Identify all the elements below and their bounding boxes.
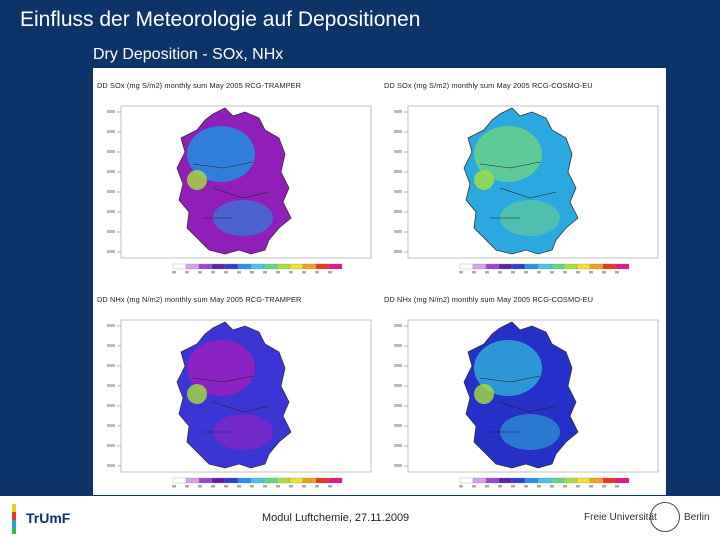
footer-bar: TrUmF Modul Luftchemie, 27.11.2009 Freie… (0, 496, 720, 540)
map-panel-title: DD NHx (mg N/m2) monthly sum May 2005 RC… (97, 295, 302, 304)
trumf-logo-text: TrUmF (26, 510, 71, 526)
map-panel-title: DD NHx (mg N/m2) monthly sum May 2005 RC… (384, 295, 594, 304)
slide-subtitle: Dry Deposition - SOx, NHx (93, 46, 284, 63)
map-panel-sox-cosmo: DD SOx (mg S/m2) monthly sum May 2005 RC… (380, 68, 666, 281)
footer-caption: Modul Luftchemie, 27.11.2009 (262, 512, 410, 524)
fu-logo-city: Berlin (684, 512, 710, 523)
slide-title: Einfluss der Meteorologie auf Deposition… (20, 8, 421, 31)
deposition-map-image (107, 319, 372, 488)
deposition-map-image (394, 319, 659, 488)
map-panel-nhx-cosmo: DD NHx (mg N/m2) monthly sum May 2005 RC… (380, 282, 666, 495)
fu-logo-text: Freie Universität (584, 512, 657, 523)
deposition-map-image (107, 105, 372, 274)
map-figure: DD SOx (mg S/m2) monthly sum May 2005 RC… (93, 68, 666, 495)
trumf-logo: TrUmF (6, 500, 71, 536)
fu-berlin-logo: Freie Universität Berlin (580, 502, 715, 534)
fu-seal-icon (650, 502, 680, 532)
map-panel-nhx-tramper: DD NHx (mg N/m2) monthly sum May 2005 RC… (93, 282, 379, 495)
deposition-map-image (394, 105, 659, 274)
map-panel-title: DD SOx (mg S/m2) monthly sum May 2005 RC… (97, 81, 302, 90)
map-panel-title: DD SOx (mg S/m2) monthly sum May 2005 RC… (384, 81, 593, 90)
map-panel-sox-tramper: DD SOx (mg S/m2) monthly sum May 2005 RC… (93, 68, 379, 281)
